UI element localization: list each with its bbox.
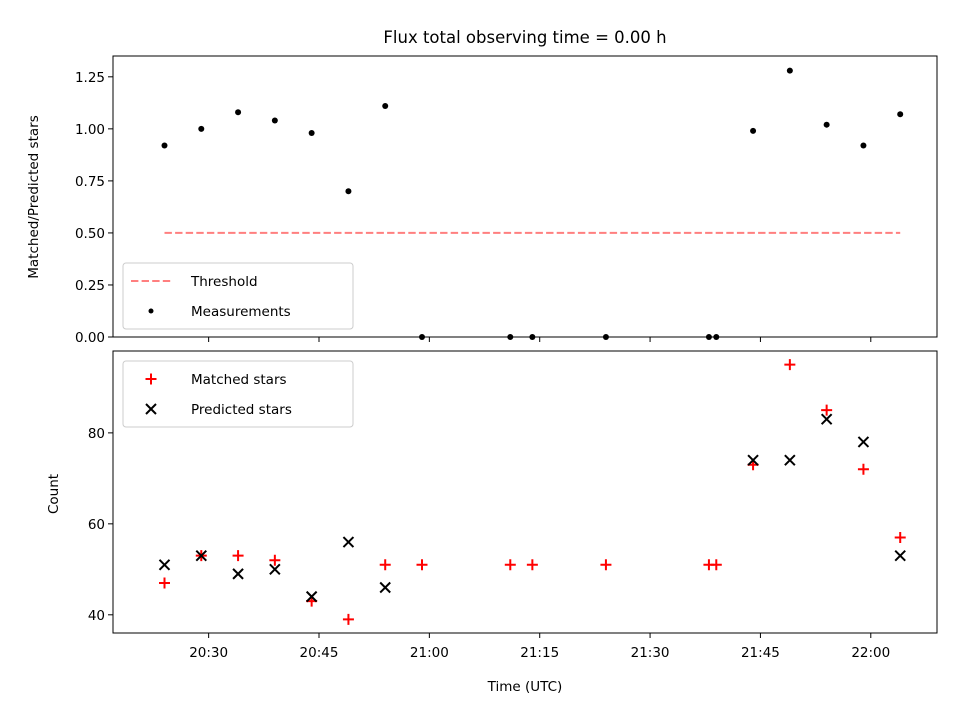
measurement-point	[308, 130, 315, 137]
predicted-star-point	[342, 536, 355, 548]
measurement-point	[713, 334, 720, 340]
matched-star-point	[416, 559, 428, 571]
matched-star-point	[857, 463, 869, 475]
bottom-legend-label: Predicted stars	[191, 402, 292, 418]
bottom-y-axis-label: Count	[46, 474, 62, 514]
matched-star-point	[504, 559, 516, 571]
predicted-star-point	[747, 454, 759, 466]
top-y-axis-label: Matched/Predicted stars	[26, 115, 42, 278]
predicted-star-point	[784, 454, 796, 466]
matched-star-point	[821, 404, 833, 416]
count-panel: 20:30 20:45 21:00 21:15 21:30 21:45 22:00 40 60 8…	[88, 350, 938, 661]
measurement-point	[235, 109, 242, 116]
legend-matched-swatch	[145, 373, 157, 385]
bottom-x-tick-label: 20:30	[189, 645, 228, 661]
top-y-tick-label: 0.50	[75, 226, 105, 242]
measurement-point	[750, 127, 757, 134]
predicted-star-point	[894, 549, 906, 562]
top-axes-frame	[112, 55, 938, 338]
matched-star-point	[710, 559, 722, 571]
measurement-point	[529, 334, 536, 340]
top-legend-box	[122, 262, 354, 330]
matched-star-point	[784, 359, 796, 371]
matched-star-point	[342, 613, 354, 625]
bottom-y-tick-label: 60	[88, 517, 105, 533]
legend-measurement-swatch	[148, 308, 154, 314]
bottom-legend: Matched stars Predicted stars	[122, 360, 354, 428]
measurement-point	[271, 117, 278, 124]
bottom-x-tick-label: 21:00	[410, 645, 449, 661]
measurement-point	[823, 121, 830, 128]
legend-predicted-swatch	[145, 403, 157, 415]
matched-star-point	[379, 559, 391, 571]
measurement-point	[860, 142, 867, 149]
measurement-point	[602, 334, 609, 340]
top-y-tick-label: 0.75	[75, 174, 105, 190]
x-axis-label: Time (UTC)	[487, 679, 563, 695]
top-legend-label: Threshold	[190, 274, 258, 290]
ratio-panel: 0.00 0.25 0.50 0.75 1.00 1.25 Threshold Measure…	[75, 55, 938, 346]
predicted-star-point	[269, 563, 281, 576]
bottom-x-tick-label: 20:45	[300, 645, 339, 661]
predicted-star-point	[305, 590, 318, 603]
matched-star-point	[269, 554, 281, 566]
matched-star-point	[526, 559, 538, 571]
bottom-legend-box	[122, 360, 354, 428]
measurement-point	[382, 102, 389, 109]
measurement-point	[897, 111, 904, 118]
measurement-point	[198, 125, 205, 132]
measurement-point	[786, 67, 793, 74]
top-y-tick-label: 0.25	[75, 278, 105, 294]
chart-title: Flux total observing time = 0.00 h	[383, 28, 666, 47]
bottom-x-tick-label: 22:00	[851, 645, 890, 661]
predicted-star-point	[857, 436, 870, 448]
measurement-point	[345, 188, 352, 195]
matched-star-point	[894, 531, 906, 543]
bottom-y-tick-label: 40	[88, 608, 105, 624]
matched-star-point	[159, 577, 170, 589]
bottom-x-tick-label: 21:15	[520, 645, 559, 661]
top-legend: Threshold Measurements	[122, 262, 354, 330]
predicted-star-point	[195, 549, 207, 562]
bottom-legend-label: Matched stars	[191, 372, 287, 388]
measurement-point	[705, 334, 712, 340]
bottom-axes-frame	[112, 350, 938, 634]
predicted-star-point	[820, 413, 833, 425]
top-y-tick-label: 1.00	[75, 122, 105, 138]
matched-star-point	[232, 550, 244, 562]
measurement-point	[161, 142, 168, 149]
measurement-point	[419, 334, 425, 340]
bottom-x-tick-label: 21:45	[741, 645, 780, 661]
top-y-tick-label: 0.00	[75, 330, 105, 346]
bottom-y-tick-label: 80	[88, 426, 105, 442]
measurement-point	[507, 334, 514, 340]
predicted-star-point	[158, 559, 171, 571]
matched-star-point	[600, 559, 612, 571]
top-y-tick-label: 1.25	[75, 70, 105, 86]
predicted-star-point	[379, 581, 391, 594]
predicted-star-point	[232, 568, 244, 580]
bottom-x-tick-label: 21:30	[631, 645, 670, 661]
top-legend-label: Measurements	[191, 304, 291, 320]
